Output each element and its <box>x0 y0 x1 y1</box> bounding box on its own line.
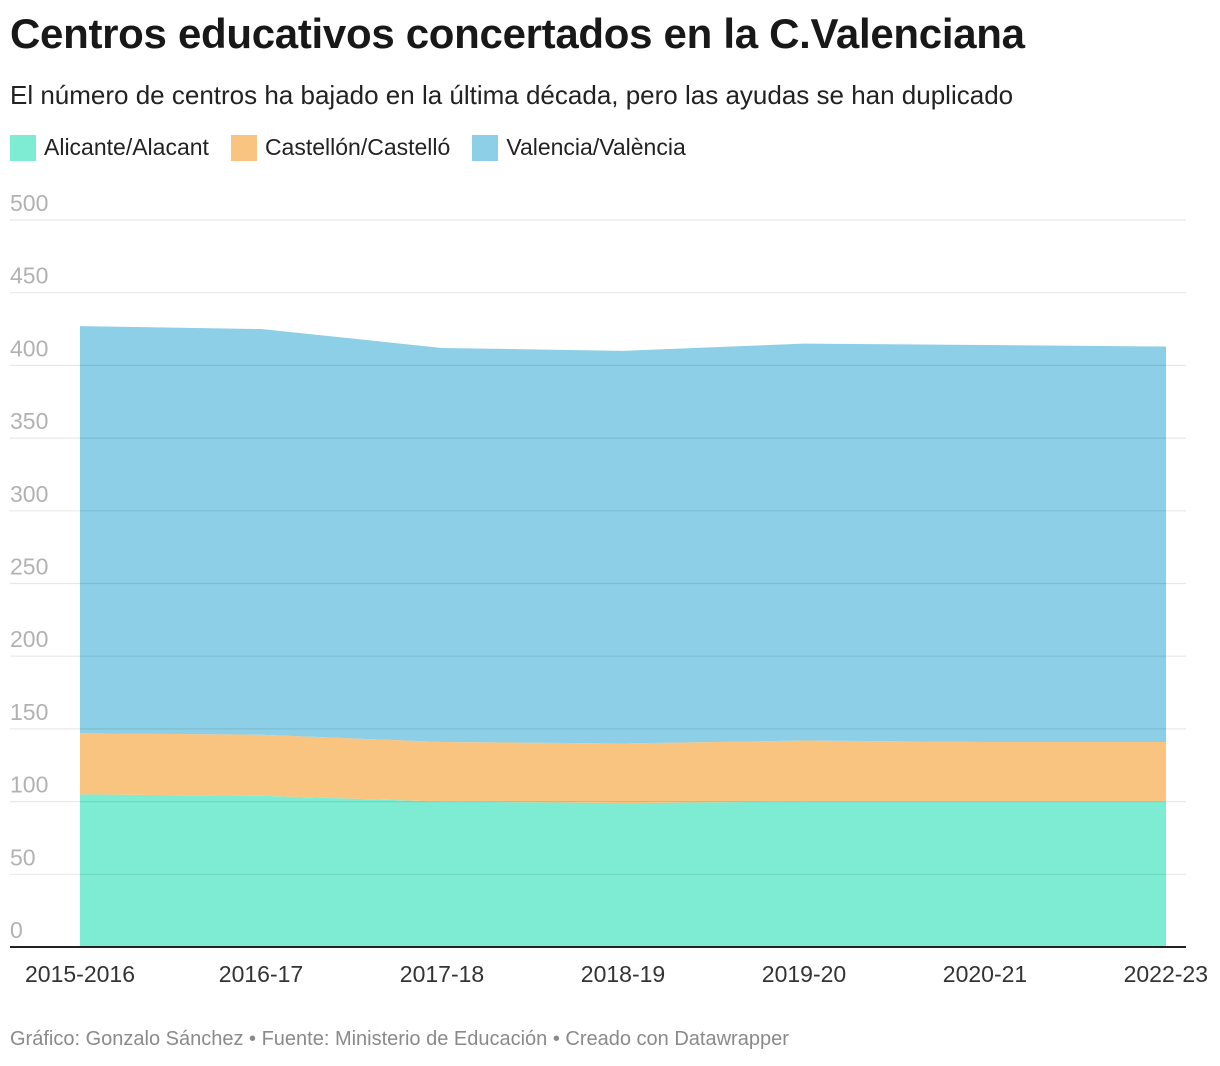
legend-label-castellon: Castellón/Castelló <box>264 134 451 160</box>
legend-item-valencia: Valencia/València <box>472 134 686 161</box>
legend-item-alicante: Alicante/Alacant <box>10 134 209 161</box>
y-tick-label: 100 <box>10 772 48 798</box>
chart-footer: Gráfico: Gonzalo Sánchez • Fuente: Minis… <box>10 1028 789 1050</box>
y-tick-label: 300 <box>10 481 48 507</box>
legend: Alicante/Alacant Castellón/Castelló Vale… <box>10 134 708 161</box>
area-layer <box>80 326 1166 947</box>
legend-swatch-valencia <box>472 134 499 161</box>
legend-swatch-castellon <box>230 134 257 161</box>
y-tick-label: 200 <box>10 626 48 652</box>
legend-swatch-alicante <box>10 134 36 161</box>
area-series-0 <box>80 794 1166 947</box>
legend-item-castellon: Castellón/Castelló <box>230 134 451 161</box>
legend-label-alicante: Alicante/Alacant <box>44 134 209 160</box>
x-tick-label: 2018-19 <box>581 961 665 987</box>
stacked-area-chart: 0 50 100 150 200 250 300 350 400 450 500 2015-2016… <box>10 190 1208 987</box>
area-series-1 <box>80 733 1166 804</box>
x-tick-label: 2020-21 <box>943 961 1027 987</box>
legend-label-valencia: Valencia/València <box>506 134 686 160</box>
y-tick-label: 350 <box>10 408 48 434</box>
area-series-2 <box>80 326 1166 744</box>
x-tick-label: 2017-18 <box>400 961 484 987</box>
y-tick-label: 250 <box>10 554 48 580</box>
y-axis-ticks: 0 50 100 150 200 250 300 350 400 450 500 <box>10 190 48 943</box>
y-tick-label: 50 <box>10 844 36 870</box>
x-axis-ticks: 2015-2016 2016-17 2017-18 2018-19 2019-20 202… <box>25 961 1208 987</box>
gridlines <box>10 219 1186 875</box>
y-tick-label: 450 <box>10 263 48 289</box>
x-tick-label: 2019-20 <box>762 961 846 987</box>
y-tick-label: 150 <box>10 699 48 725</box>
chart-subtitle: El número de centros ha bajado en la últ… <box>10 80 1014 110</box>
y-tick-label: 500 <box>10 190 48 216</box>
y-tick-label: 0 <box>10 917 23 943</box>
x-tick-label: 2015-2016 <box>25 961 135 987</box>
chart-title: Centros educativos concertados en la C.V… <box>10 10 1025 57</box>
y-tick-label: 400 <box>10 335 48 361</box>
x-tick-label: 2016-17 <box>219 961 303 987</box>
x-tick-label: 2022-23 <box>1124 961 1208 987</box>
